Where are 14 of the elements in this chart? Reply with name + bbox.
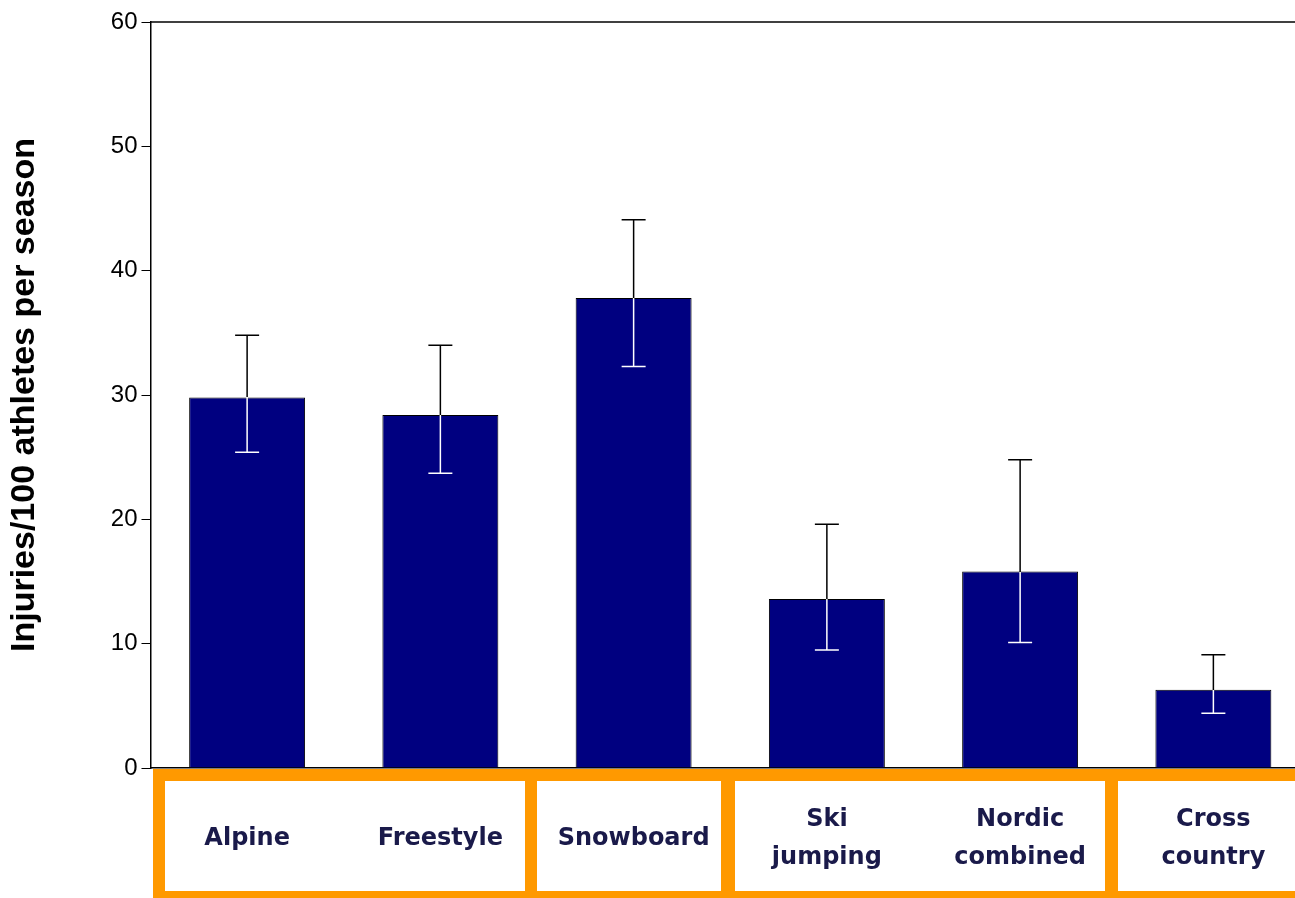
y-tick-label: 40 (110, 255, 138, 283)
y-tick-label: 30 (110, 379, 138, 407)
y-tick-label: 50 (110, 130, 138, 158)
y-tick-label: 60 (110, 6, 138, 34)
y-tick-label: 0 (124, 752, 138, 780)
x-tick-label: Cross country (1161, 804, 1266, 871)
x-tick-label: Alpine (204, 823, 290, 852)
x-tick-label: Freestyle (377, 823, 503, 852)
y-axis-title: Injuries/100 athletes per season (2, 137, 41, 653)
y-tick-label: 10 (110, 628, 138, 656)
x-tick-label: Nordic combined (954, 804, 1086, 871)
x-tick-label: Snowboard (557, 823, 710, 852)
y-tick-label: 20 (110, 503, 138, 531)
x-tick-label: Ski jumping (770, 804, 882, 871)
